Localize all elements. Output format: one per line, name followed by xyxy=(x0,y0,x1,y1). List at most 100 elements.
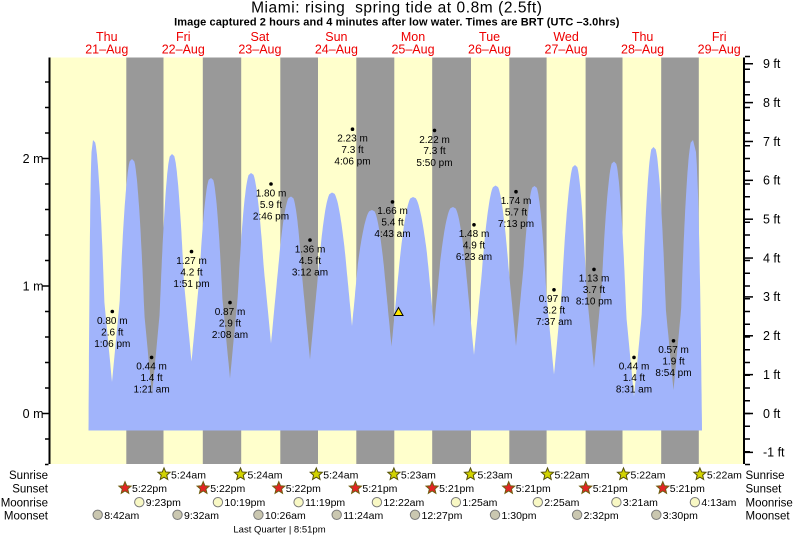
svg-text:4.2 ft: 4.2 ft xyxy=(180,267,202,278)
svg-text:0.44 m: 0.44 m xyxy=(619,362,650,373)
svg-text:Wed: Wed xyxy=(553,30,579,44)
svg-text:1:06 pm: 1:06 pm xyxy=(94,339,130,350)
svg-text:2 m: 2 m xyxy=(23,152,44,166)
svg-text:5:21pm: 5:21pm xyxy=(670,483,705,495)
svg-text:22–Aug: 22–Aug xyxy=(162,43,205,57)
svg-text:1.4 ft: 1.4 ft xyxy=(623,373,645,384)
svg-text:5:21pm: 5:21pm xyxy=(362,483,397,495)
svg-text:25–Aug: 25–Aug xyxy=(391,43,434,57)
svg-text:0.44 m: 0.44 m xyxy=(136,362,167,373)
svg-text:5:22am: 5:22am xyxy=(555,469,590,481)
svg-text:4:13am: 4:13am xyxy=(701,497,736,509)
svg-text:9 ft: 9 ft xyxy=(763,57,781,71)
svg-text:0 m: 0 m xyxy=(23,407,44,421)
svg-text:10:19pm: 10:19pm xyxy=(224,497,265,509)
svg-text:4:43 am: 4:43 am xyxy=(374,229,410,240)
svg-text:7.3 ft: 7.3 ft xyxy=(423,146,445,157)
svg-text:Thu: Thu xyxy=(632,30,654,44)
svg-text:2 ft: 2 ft xyxy=(763,329,781,343)
svg-text:Mon: Mon xyxy=(401,30,425,44)
svg-text:Sunrise: Sunrise xyxy=(9,470,48,482)
svg-text:Last Quarter | 8:51pm: Last Quarter | 8:51pm xyxy=(233,525,325,536)
svg-text:4 ft: 4 ft xyxy=(763,251,781,265)
svg-text:6:23 am: 6:23 am xyxy=(456,252,492,263)
svg-text:5.4 ft: 5.4 ft xyxy=(381,218,403,229)
svg-text:5:23am: 5:23am xyxy=(478,469,513,481)
svg-text:5.7 ft: 5.7 ft xyxy=(505,208,527,219)
svg-text:9:32am: 9:32am xyxy=(184,510,219,522)
svg-text:4.5 ft: 4.5 ft xyxy=(299,256,321,267)
svg-text:12:22am: 12:22am xyxy=(383,497,424,509)
svg-text:5.9 ft: 5.9 ft xyxy=(260,200,282,211)
svg-text:2:25am: 2:25am xyxy=(544,497,579,509)
svg-text:Image captured 2 hours and 4 m: Image captured 2 hours and 4 minutes aft… xyxy=(174,17,620,29)
svg-text:12:27pm: 12:27pm xyxy=(422,510,463,522)
svg-text:2:46 pm: 2:46 pm xyxy=(253,211,289,222)
svg-text:11:24am: 11:24am xyxy=(343,510,383,522)
svg-text:4:06 pm: 4:06 pm xyxy=(334,157,370,168)
svg-text:6 ft: 6 ft xyxy=(763,174,781,188)
svg-text:8:42am: 8:42am xyxy=(104,510,139,522)
svg-text:3:30pm: 3:30pm xyxy=(663,510,698,522)
svg-text:27–Aug: 27–Aug xyxy=(545,43,588,57)
svg-text:5:22pm: 5:22pm xyxy=(132,483,167,495)
svg-text:0 ft: 0 ft xyxy=(763,407,781,421)
svg-text:5:23am: 5:23am xyxy=(401,469,436,481)
svg-text:5:22pm: 5:22pm xyxy=(286,483,321,495)
svg-text:Moonrise: Moonrise xyxy=(1,498,48,510)
svg-text:24–Aug: 24–Aug xyxy=(315,43,358,57)
svg-text:8:31 am: 8:31 am xyxy=(616,385,652,396)
svg-text:1.27 m: 1.27 m xyxy=(176,256,207,267)
svg-text:11:19pm: 11:19pm xyxy=(305,497,345,509)
svg-text:1:21 am: 1:21 am xyxy=(134,385,170,396)
svg-text:1.13 m: 1.13 m xyxy=(579,274,610,285)
svg-text:5:22pm: 5:22pm xyxy=(210,483,245,495)
svg-text:1.9 ft: 1.9 ft xyxy=(662,357,684,368)
svg-text:Miami: rising spring tide at: Miami: rising spring tide at 0.8m (2.5ft… xyxy=(251,0,542,17)
svg-text:Moonset: Moonset xyxy=(746,510,791,522)
svg-text:5 ft: 5 ft xyxy=(763,213,781,227)
svg-text:5:21pm: 5:21pm xyxy=(593,483,628,495)
svg-text:7:37 am: 7:37 am xyxy=(536,317,572,328)
svg-text:2.6 ft: 2.6 ft xyxy=(101,327,123,338)
svg-text:Sat: Sat xyxy=(251,30,270,44)
svg-text:Sunset: Sunset xyxy=(12,484,49,496)
svg-text:2.23 m: 2.23 m xyxy=(337,134,368,145)
svg-text:Sunrise: Sunrise xyxy=(746,470,785,482)
svg-text:1:25am: 1:25am xyxy=(462,497,497,509)
svg-text:0.80 m: 0.80 m xyxy=(97,316,128,327)
svg-text:Thu: Thu xyxy=(96,30,118,44)
svg-text:1.4 ft: 1.4 ft xyxy=(140,373,162,384)
svg-text:Fri: Fri xyxy=(712,30,727,44)
svg-text:8 ft: 8 ft xyxy=(763,96,781,110)
svg-text:3:21am: 3:21am xyxy=(623,497,658,509)
svg-text:0.57 m: 0.57 m xyxy=(658,345,689,356)
svg-text:Tue: Tue xyxy=(479,30,500,44)
svg-text:1.48 m: 1.48 m xyxy=(459,229,490,240)
svg-text:5:22am: 5:22am xyxy=(707,469,742,481)
svg-text:7.3 ft: 7.3 ft xyxy=(341,145,363,156)
svg-text:5:24am: 5:24am xyxy=(323,469,358,481)
svg-text:3:12 am: 3:12 am xyxy=(292,267,328,278)
svg-text:8:10 pm: 8:10 pm xyxy=(576,297,612,308)
svg-text:5:22am: 5:22am xyxy=(631,469,666,481)
svg-text:1.36 m: 1.36 m xyxy=(295,244,326,255)
svg-text:Fri: Fri xyxy=(176,30,191,44)
svg-text:3.7 ft: 3.7 ft xyxy=(583,285,605,296)
svg-text:1.66 m: 1.66 m xyxy=(377,206,408,217)
svg-text:9:23pm: 9:23pm xyxy=(146,497,181,509)
svg-text:1:30pm: 1:30pm xyxy=(502,510,537,522)
svg-text:10:26am: 10:26am xyxy=(265,510,306,522)
svg-text:2.9 ft: 2.9 ft xyxy=(219,318,241,329)
svg-text:0.87 m: 0.87 m xyxy=(215,307,246,318)
svg-text:5:24am: 5:24am xyxy=(171,469,206,481)
svg-text:26–Aug: 26–Aug xyxy=(468,43,511,57)
svg-text:4.9 ft: 4.9 ft xyxy=(463,241,485,252)
svg-text:Sunset: Sunset xyxy=(746,484,783,496)
svg-text:5:21pm: 5:21pm xyxy=(439,483,474,495)
svg-text:7 ft: 7 ft xyxy=(763,135,781,149)
svg-text:1.80 m: 1.80 m xyxy=(256,188,287,199)
svg-text:21–Aug: 21–Aug xyxy=(85,43,128,57)
svg-text:5:21pm: 5:21pm xyxy=(516,483,551,495)
svg-text:1 ft: 1 ft xyxy=(763,368,781,382)
